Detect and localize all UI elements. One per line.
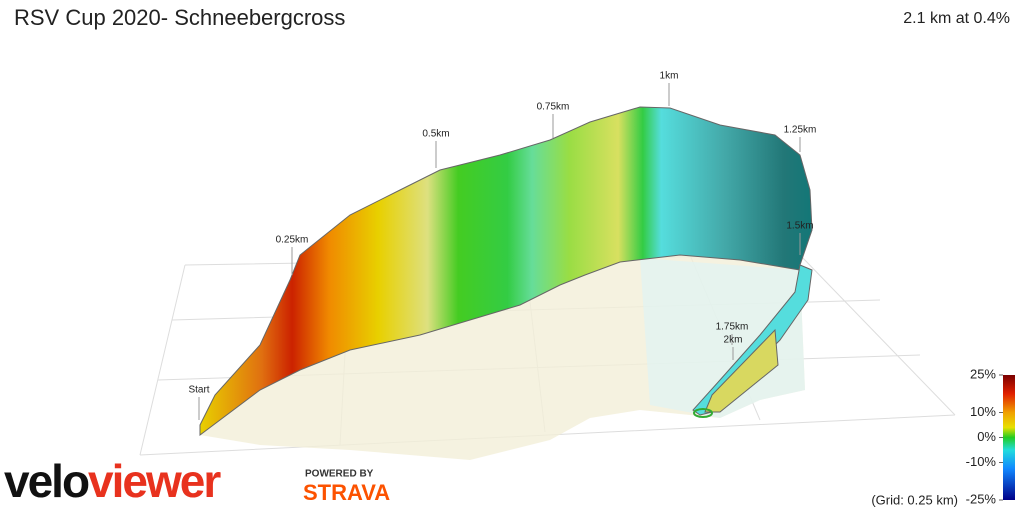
marker-label: Start	[188, 385, 209, 396]
marker-label: 2km	[724, 335, 743, 346]
marker-label: 0.5km	[422, 129, 449, 140]
gradient-scale: 25% 10% 0% -10% -25%	[966, 366, 1003, 506]
distance-markers: Start 0.25km 0.5km 0.75km 1km 1.25km 1.5km 1.75…	[188, 71, 816, 420]
powered-by: POWERED BY	[305, 469, 374, 480]
title: RSV Cup 2020- Schneebergcross	[14, 5, 345, 30]
scale-tick-label: 0%	[977, 429, 996, 444]
marker-label: 1km	[660, 71, 679, 82]
marker-label: 0.75km	[537, 102, 570, 113]
grid-note: (Grid: 0.25 km)	[871, 492, 958, 507]
scale-tick-label: 10%	[970, 404, 996, 419]
strava-logo: STRAVA	[303, 480, 390, 505]
scale-tick-label: 25%	[970, 366, 996, 381]
logo-part: velo	[4, 455, 89, 507]
profile-wall	[199, 106, 813, 436]
scale-tick-label: -10%	[966, 454, 997, 469]
scale-tick-label: -25%	[966, 491, 997, 506]
marker-label: 1.5km	[786, 221, 813, 232]
marker-label: 0.25km	[276, 235, 309, 246]
gradient-scale-bar	[1003, 375, 1015, 500]
marker-label: 1.25km	[784, 125, 817, 136]
return-wall	[692, 264, 813, 416]
marker-label: 1.75km	[716, 322, 749, 333]
finish-loop	[693, 408, 713, 418]
branding: veloviewer POWERED BY STRAVA	[4, 455, 390, 507]
logo-part: viewer	[88, 455, 221, 507]
ground-shadow-cool	[640, 258, 805, 418]
logo: veloviewer	[4, 455, 221, 507]
summary: 2.1 km at 0.4%	[903, 10, 1010, 27]
